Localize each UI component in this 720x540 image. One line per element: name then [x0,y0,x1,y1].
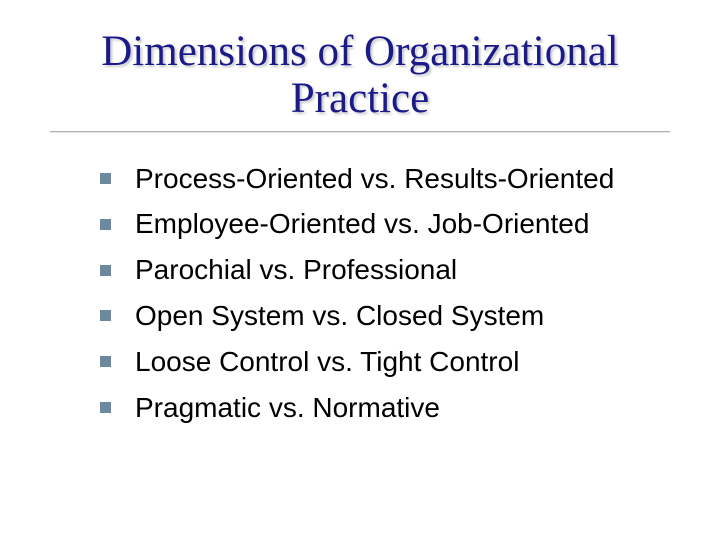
title-underline [50,131,670,132]
list-item: Parochial vs. Professional [100,251,680,289]
list-item: Employee-Oriented vs. Job-Oriented [100,205,680,243]
bullet-square-icon [100,265,111,276]
bullet-square-icon [100,402,111,413]
bullet-text: Process-Oriented vs. Results-Oriented [135,160,614,198]
bullet-square-icon [100,356,111,367]
bullet-square-icon [100,219,111,230]
list-item: Open System vs. Closed System [100,297,680,335]
list-item: Loose Control vs. Tight Control [100,343,680,381]
bullet-text: Employee-Oriented vs. Job-Oriented [135,205,589,243]
bullet-text: Pragmatic vs. Normative [135,389,440,427]
bullet-list: Process-Oriented vs. Results-Oriented Em… [40,160,680,427]
bullet-text: Parochial vs. Professional [135,251,457,289]
list-item: Process-Oriented vs. Results-Oriented [100,160,680,198]
bullet-text: Loose Control vs. Tight Control [135,343,519,381]
slide-title: Dimensions of Organizational Practice [40,28,680,123]
bullet-square-icon [100,173,111,184]
list-item: Pragmatic vs. Normative [100,389,680,427]
bullet-square-icon [100,310,111,321]
slide-container: Dimensions of Organizational Practice Pr… [0,0,720,540]
bullet-text: Open System vs. Closed System [135,297,544,335]
